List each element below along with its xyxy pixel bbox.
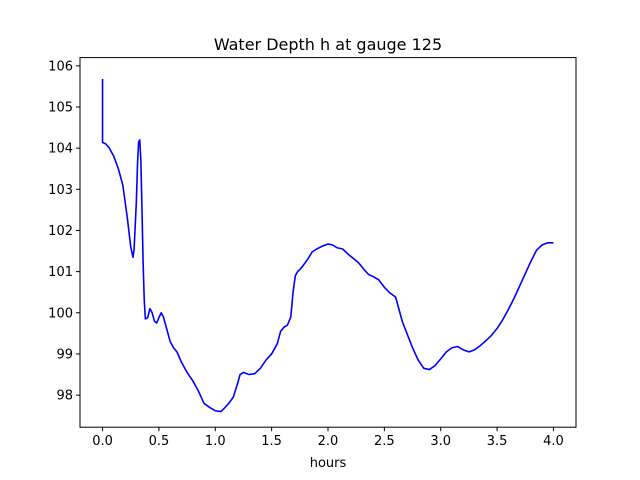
- x-tick-label: 3.0: [430, 434, 451, 449]
- y-tick-label: 100: [48, 306, 73, 321]
- y-tick-label: 102: [48, 224, 73, 239]
- chart-title: Water Depth h at gauge 125: [214, 35, 442, 54]
- y-tick-label: 103: [48, 183, 73, 198]
- series-line-1: [101, 79, 554, 413]
- y-tick-label: 99: [56, 347, 73, 362]
- x-tick-label: 2.0: [318, 434, 339, 449]
- plot-area: [101, 79, 554, 413]
- x-tick-label: 0.5: [149, 434, 170, 449]
- y-tick-label: 105: [48, 100, 73, 115]
- x-tick-label: 3.5: [487, 434, 508, 449]
- plot-frame: [79, 57, 577, 428]
- x-axis-label: hours: [310, 456, 347, 471]
- x-tick-label: 1.5: [261, 434, 282, 449]
- y-tick-label: 106: [48, 59, 73, 74]
- x-tick-label: 2.5: [374, 434, 395, 449]
- y-tick-label: 98: [56, 389, 73, 404]
- y-tick-label: 104: [48, 142, 73, 157]
- x-tick-label: 4.0: [543, 434, 564, 449]
- y-tick-label: 101: [48, 265, 73, 280]
- x-axis-ticks: 0.0 0.5 1.0 1.5 2.0 2.5 3.0 3.5 4.0: [92, 427, 564, 449]
- y-axis-ticks: 98 99 100 101 102 103 104 105 106: [48, 59, 80, 404]
- x-tick-label: 1.0: [205, 434, 226, 449]
- x-tick-label: 0.0: [92, 434, 113, 449]
